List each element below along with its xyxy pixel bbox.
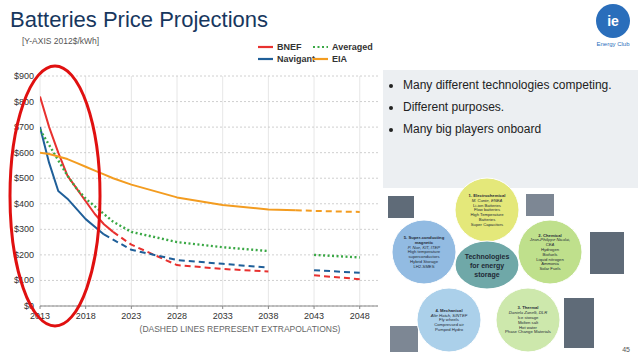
y-tick-label: $600 xyxy=(14,148,34,158)
y-tick-label: $500 xyxy=(14,173,34,183)
y-tick-label: $300 xyxy=(14,224,34,234)
series-group xyxy=(40,96,360,279)
x-grid-line xyxy=(85,76,86,306)
legend-swatch xyxy=(313,46,328,48)
x-grid-line xyxy=(314,76,315,306)
y-grid-line xyxy=(40,76,378,77)
photo xyxy=(564,298,594,348)
x-tick xyxy=(314,306,315,309)
x-tick xyxy=(85,306,86,309)
bullet-box: Many different technologies competing. Di… xyxy=(385,76,629,186)
x-grid-line xyxy=(40,76,41,306)
y-axis-label: [Y-AXIS 2012$/kWh] xyxy=(22,36,99,46)
x-tick xyxy=(177,306,178,309)
y-grid-line xyxy=(40,101,378,102)
node-text: Super Capacitors xyxy=(471,222,503,227)
chart-note: (DASHED LINES REPRESENT EXTRAPOLATIONS) xyxy=(140,324,341,334)
legend-swatch xyxy=(258,58,273,60)
x-tick-label: 2043 xyxy=(304,311,324,321)
y-grid-line xyxy=(40,178,378,179)
y-grid-line xyxy=(40,229,378,230)
legend-swatch xyxy=(258,46,273,48)
y-tick-label: $200 xyxy=(14,250,34,260)
node-text: Phase Change Materials xyxy=(505,329,551,334)
bullet-item: Different purposes. xyxy=(403,98,629,116)
y-tick-label: $400 xyxy=(14,199,34,209)
bullet-list: Many different technologies competing. Di… xyxy=(385,76,629,138)
storage-node xyxy=(392,220,456,284)
legend-label: BNEF xyxy=(277,42,302,52)
center-text: Technologies xyxy=(465,253,510,261)
logo-mark: ie xyxy=(607,13,619,29)
legend-swatch xyxy=(313,58,328,60)
page-number: 45 xyxy=(622,346,630,353)
x-tick-label: 2018 xyxy=(76,311,96,321)
storage-node xyxy=(455,178,519,242)
legend-label: EIA xyxy=(332,54,348,64)
legend-label: Navigant xyxy=(277,54,315,64)
slide-title: Batteries Price Projections xyxy=(10,7,268,32)
logo-text: Energy Club xyxy=(596,41,630,47)
legend-label: Averaged xyxy=(332,42,373,52)
x-tick xyxy=(359,306,360,309)
y-grid-line xyxy=(40,127,378,128)
y-tick-label: $100 xyxy=(14,275,34,285)
node-text: Pumped Hydro xyxy=(435,327,464,332)
highlight-ellipse xyxy=(10,66,100,326)
x-axis-line xyxy=(40,306,378,307)
x-grid-line xyxy=(131,76,132,306)
slide-canvas: Batteries Price Projections ie Energy Club… xyxy=(0,0,638,359)
series-line xyxy=(296,210,360,212)
photo xyxy=(390,326,418,352)
bullet-item: Many big players onboard xyxy=(403,120,629,138)
y-grid-line xyxy=(40,254,378,255)
x-tick-label: 2048 xyxy=(350,311,370,321)
bullet-item: Many different technologies competing. xyxy=(403,76,629,94)
x-grid-line xyxy=(359,76,360,306)
photo xyxy=(526,194,554,216)
x-tick-label: 2023 xyxy=(121,311,141,321)
x-grid-line xyxy=(222,76,223,306)
center-node xyxy=(455,241,519,289)
x-grid-line xyxy=(177,76,178,306)
y-grid-line xyxy=(40,152,378,153)
y-tick-label: $900 xyxy=(14,71,34,81)
x-tick-label: 2038 xyxy=(258,311,278,321)
storage-node xyxy=(518,220,582,284)
photo xyxy=(388,196,414,218)
x-tick xyxy=(268,306,269,309)
center-text: for energy xyxy=(470,262,504,270)
node-text: Solar Fuels xyxy=(539,266,560,271)
series-line xyxy=(40,153,296,211)
center-text: storage xyxy=(474,271,499,279)
logo-badge xyxy=(596,4,630,38)
series-line xyxy=(104,234,360,272)
storage-node xyxy=(417,288,481,352)
x-tick-label: 2028 xyxy=(167,311,187,321)
photo xyxy=(590,232,624,274)
series-line xyxy=(113,232,360,279)
x-tick xyxy=(222,306,223,309)
x-tick-label: 2033 xyxy=(213,311,233,321)
node-text: LH2-SMES xyxy=(414,264,435,269)
y-grid-line xyxy=(40,306,378,307)
storage-node xyxy=(496,288,560,352)
bullet-background xyxy=(383,70,638,188)
series-line xyxy=(40,130,360,258)
x-tick xyxy=(131,306,132,309)
x-tick xyxy=(40,306,41,309)
